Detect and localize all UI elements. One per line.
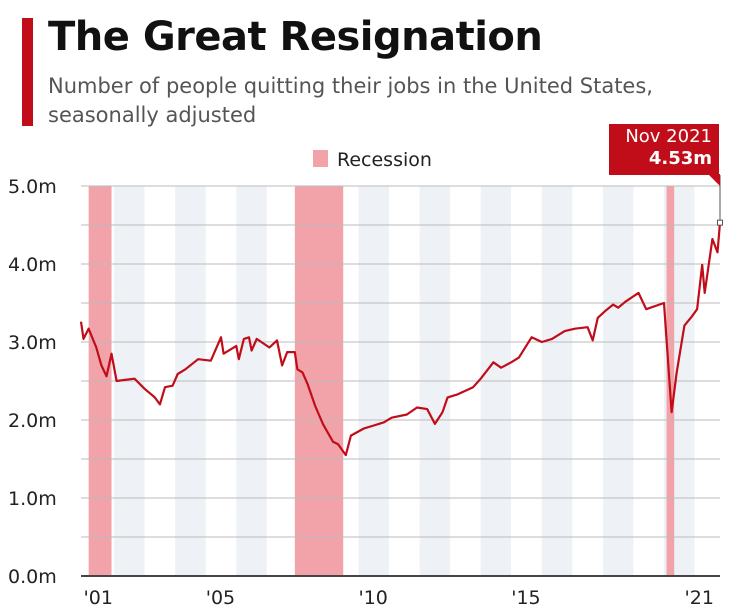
- gridlines: [81, 185, 720, 577]
- y-tick-label: 5.0m: [8, 176, 57, 198]
- latest-point-marker: [717, 219, 723, 226]
- y-tick-label: 0.0m: [8, 566, 57, 588]
- chart-subtitle: Number of people quitting their jobs in …: [48, 74, 653, 127]
- x-tick-label: '05: [206, 587, 235, 609]
- chart-title: The Great Resignation: [48, 14, 543, 60]
- y-axis-ticks: 0.0m 1.0m 2.0m 3.0m 4.0m 5.0m: [8, 176, 57, 588]
- x-tick-label: '15: [511, 587, 540, 609]
- y-tick-label: 2.0m: [8, 410, 57, 432]
- callout-value: 4.53m: [648, 148, 712, 169]
- series-line-group: [79, 174, 723, 457]
- callout-date: Nov 2021: [625, 126, 712, 147]
- callout-pointer: [708, 174, 720, 186]
- series-line: [79, 222, 722, 457]
- x-tick-label: '10: [358, 587, 387, 609]
- y-tick-label: 1.0m: [8, 488, 57, 510]
- y-tick-label: 4.0m: [8, 254, 57, 276]
- legend-recession-swatch: [313, 150, 328, 167]
- x-axis-ticks: '01 '05 '10 '15 '21: [84, 587, 714, 609]
- legend-recession-label: Recession: [337, 149, 432, 171]
- x-tick-label: '01: [84, 587, 113, 609]
- title-accent-bar: [22, 18, 33, 126]
- x-tick-label: '21: [685, 587, 714, 609]
- y-tick-label: 3.0m: [8, 332, 57, 354]
- latest-value-callout: Nov 2021 4.53m: [609, 124, 719, 175]
